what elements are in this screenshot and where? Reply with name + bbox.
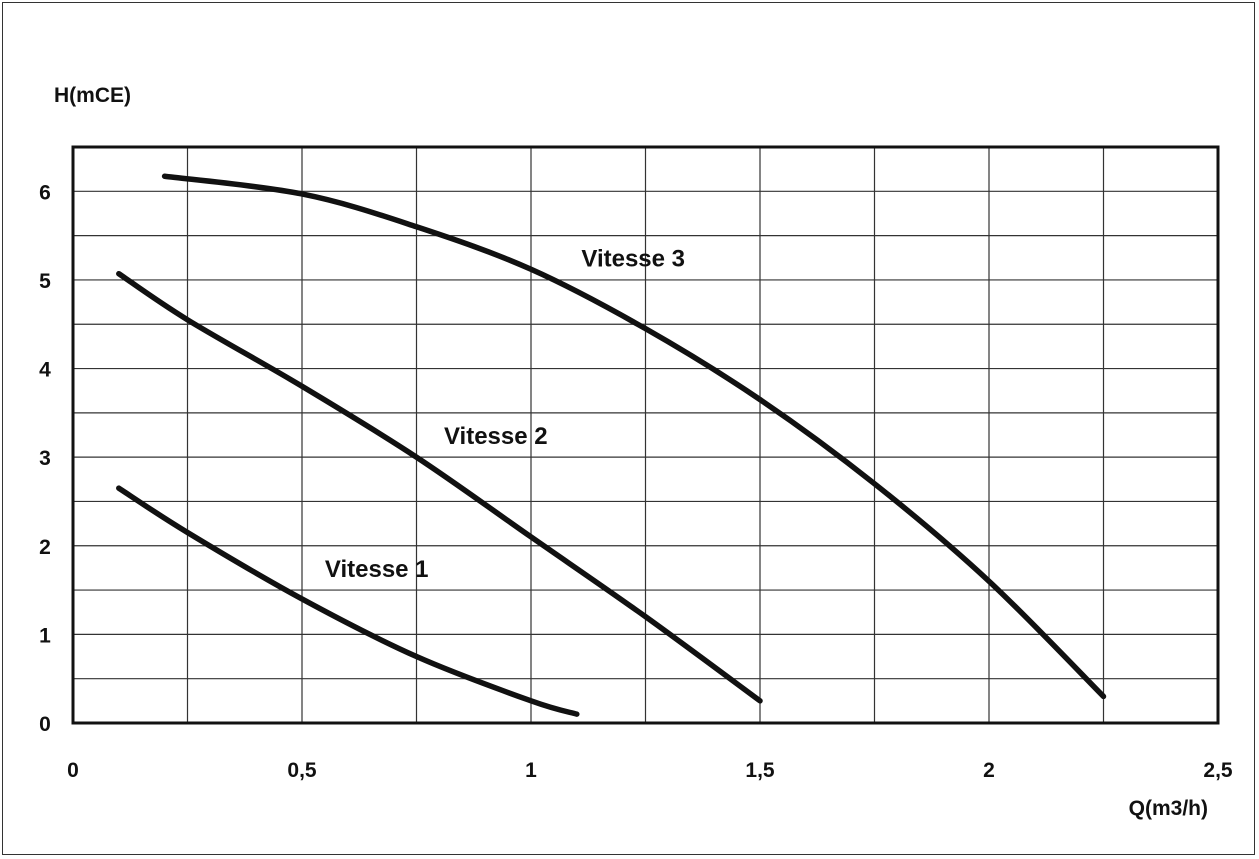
y-tick-label: 1 [39, 624, 51, 647]
plot-area-border [71, 145, 1220, 725]
series-label-vitesse-1: Vitesse 1 [325, 556, 429, 583]
series-label-vitesse-3: Vitesse 3 [581, 246, 685, 273]
x-tick-label: 2 [983, 759, 995, 782]
y-axis-label: H(mCE) [54, 84, 131, 107]
x-tick-label: 0 [67, 759, 79, 782]
series-line-vitesse-2 [116, 270, 763, 704]
series-line-vitesse-1 [116, 485, 580, 717]
tick-labels: 0 0,5 1 1,5 2 2,5 0 1 2 3 4 5 6 [39, 181, 1233, 782]
y-tick-label: 4 [39, 359, 51, 382]
x-tick-label: 0,5 [287, 759, 317, 782]
x-axis-label: Q(m3/h) [1129, 797, 1208, 820]
x-tick-label: 1 [525, 759, 537, 782]
series-line-vitesse-3 [161, 173, 1107, 700]
series-lines [116, 173, 1107, 717]
y-tick-label: 0 [39, 713, 51, 736]
x-tick-label: 2,5 [1203, 759, 1233, 782]
y-tick-label: 3 [39, 447, 51, 470]
y-tick-label: 6 [39, 181, 51, 204]
y-tick-label: 2 [39, 536, 51, 559]
y-tick-label: 5 [39, 270, 51, 293]
grid [73, 147, 1218, 723]
series-label-vitesse-2: Vitesse 2 [444, 423, 548, 450]
curve-labels: Vitesse 1 Vitesse 2 Vitesse 3 [325, 246, 685, 583]
x-tick-label: 1,5 [745, 759, 775, 782]
